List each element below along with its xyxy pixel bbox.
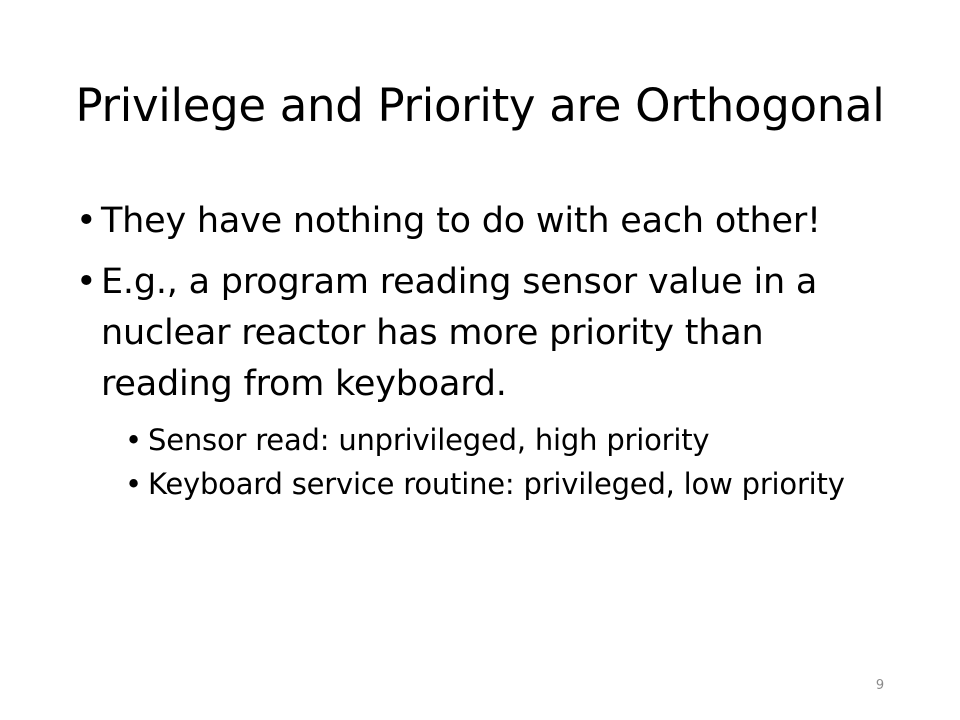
slide-number: 9	[875, 678, 885, 693]
slide-body: They have nothing to do with each other!…	[76, 196, 896, 508]
bullet-item: They have nothing to do with each other!	[76, 196, 896, 247]
bullet-item: E.g., a program reading sensor value in …	[76, 257, 896, 410]
slide-title: Privilege and Priority are Orthogonal	[75, 79, 885, 132]
sub-bullet-item: Keyboard service routine: privileged, lo…	[125, 464, 896, 504]
sub-bullet-item: Sensor read: unprivileged, high priority	[125, 420, 896, 460]
